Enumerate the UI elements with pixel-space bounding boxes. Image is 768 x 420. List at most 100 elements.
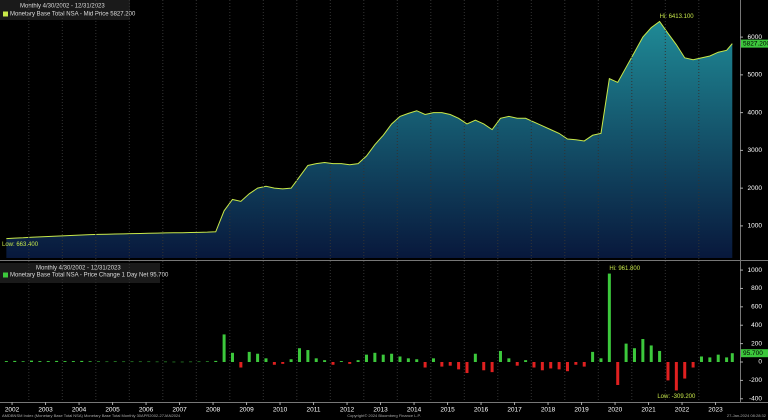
- bar: [264, 358, 268, 363]
- bar: [289, 359, 293, 363]
- bar: [256, 353, 260, 363]
- bar: [423, 362, 427, 368]
- x-tick-label: 2023: [708, 407, 723, 414]
- bar: [180, 361, 184, 363]
- bar: [473, 353, 477, 363]
- bar: [490, 362, 494, 373]
- bar: [197, 361, 201, 363]
- legend-box: [0, 0, 130, 20]
- x-tick-label: 2012: [340, 407, 355, 414]
- bar: [524, 360, 528, 363]
- bar: [21, 361, 25, 363]
- bar: [239, 362, 243, 368]
- x-tick-label: 2021: [641, 407, 656, 414]
- bar: [574, 362, 578, 365]
- bar: [63, 361, 67, 363]
- last-value-box: [741, 39, 768, 48]
- bar: [624, 343, 628, 363]
- y-tick-label: 5000: [748, 72, 763, 79]
- bar: [71, 361, 75, 363]
- last-value-label: 95.700: [743, 350, 763, 357]
- y-tick-label: 800: [751, 285, 762, 292]
- bar: [13, 360, 17, 363]
- line: [6, 20, 733, 240]
- annotation: Hi: 6413.100: [660, 14, 695, 20]
- bar: [440, 362, 444, 367]
- bar: [189, 361, 193, 363]
- bar: [46, 361, 50, 363]
- bar: [88, 361, 92, 363]
- bar: [138, 361, 142, 363]
- bar: [38, 361, 42, 363]
- x-tick-label: 2016: [474, 407, 489, 414]
- y-tick-label: 4000: [748, 109, 763, 116]
- x-tick-label: 2018: [541, 407, 556, 414]
- bar: [80, 360, 84, 363]
- bar: [29, 360, 33, 363]
- y-tick-label: 600: [751, 304, 762, 311]
- y-tick-label: -200: [749, 377, 762, 384]
- bar: [398, 356, 402, 363]
- bar: [716, 354, 720, 363]
- bar: [582, 362, 586, 367]
- bar: [214, 360, 218, 363]
- x-tick-label: 2008: [206, 407, 221, 414]
- x-tick-label: 2014: [407, 407, 422, 414]
- footer: Copyright© 2024 Bloomberg Finance L.P.: [347, 413, 421, 418]
- y-tick-label: 6000: [748, 34, 763, 41]
- legend-box: [0, 263, 160, 283]
- bar: [230, 352, 234, 363]
- bar: [540, 362, 544, 371]
- bar: [373, 352, 377, 363]
- bar: [448, 362, 452, 366]
- x-tick-label: 2009: [239, 407, 254, 414]
- bar: [565, 362, 569, 372]
- bar: [599, 358, 603, 363]
- x-tick-label: 2007: [172, 407, 187, 414]
- annotation: Low: -309.200: [657, 394, 696, 400]
- bar: [632, 348, 636, 363]
- bar: [122, 361, 126, 363]
- bar: [725, 357, 729, 363]
- y-tick-label: 1000: [748, 267, 763, 274]
- bar: [364, 354, 368, 363]
- bar: [390, 353, 394, 363]
- bar: [348, 362, 352, 364]
- bar: [105, 361, 109, 363]
- x-tick-label: 2005: [105, 407, 120, 414]
- bar: [314, 358, 318, 363]
- bar: [381, 354, 385, 363]
- bar: [616, 362, 620, 385]
- bar: [222, 334, 226, 363]
- bar: [272, 362, 276, 365]
- x-tick-label: 2020: [608, 407, 623, 414]
- bar: [297, 348, 301, 363]
- bar: [339, 361, 343, 363]
- bar: [113, 361, 117, 363]
- x-tick-label: 2002: [5, 407, 20, 414]
- last-value-label: 5827.200: [743, 40, 768, 47]
- bar: [699, 356, 703, 363]
- bar: [730, 353, 734, 363]
- bar: [431, 358, 435, 363]
- y-tick-label: 0: [758, 359, 762, 366]
- x-tick-label: 2003: [38, 407, 53, 414]
- bar: [55, 360, 59, 363]
- bar: [356, 360, 360, 363]
- bar: [415, 359, 419, 363]
- x-tick-label: 2019: [574, 407, 589, 414]
- bar: [406, 358, 410, 363]
- bar: [549, 362, 553, 369]
- y-tick-label: 2000: [748, 185, 763, 192]
- bar: [641, 339, 645, 363]
- y-tick-label: 3000: [748, 147, 763, 154]
- y-tick-label: 200: [751, 340, 762, 347]
- footer: AMDBNSM Index (Monetary Base Total NSA) …: [2, 413, 181, 418]
- y-tick-label: 400: [751, 322, 762, 329]
- y-tick-label: 1000: [748, 223, 763, 230]
- bar: [498, 350, 502, 363]
- header: Monthly 4/30/2002 - 12/31/2023: [36, 266, 121, 272]
- x-tick-label: 2013: [373, 407, 388, 414]
